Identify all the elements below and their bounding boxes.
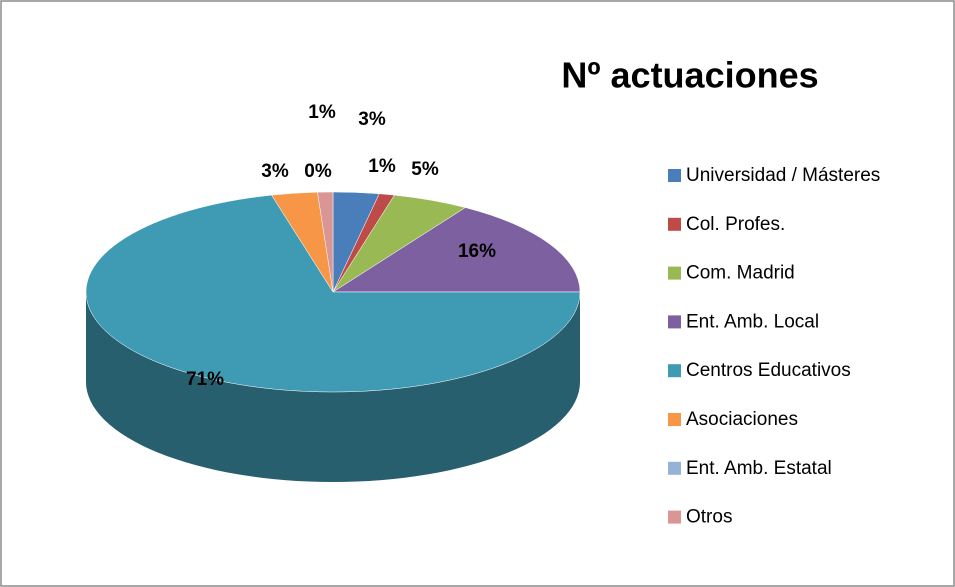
- legend-swatch: [668, 461, 681, 475]
- legend-label: Otros: [686, 507, 732, 528]
- pie-slice: [317, 191, 334, 293]
- data-label: 1%: [308, 102, 336, 123]
- data-label: 1%: [368, 156, 396, 177]
- chart-title: Nº actuaciones: [561, 55, 818, 96]
- legend-label: Ent. Amb. Estatal: [686, 458, 832, 479]
- data-label: 16%: [458, 241, 496, 262]
- data-label: 5%: [411, 159, 439, 180]
- legend-swatch: [668, 266, 681, 280]
- legend-swatch: [668, 315, 681, 329]
- legend-label: Universidad / Másteres: [686, 165, 880, 186]
- data-label: 71%: [186, 369, 224, 390]
- data-label: 3%: [261, 161, 289, 182]
- legend-swatch: [668, 217, 681, 231]
- data-label: 0%: [304, 161, 332, 182]
- legend-label: Col. Profes.: [686, 214, 785, 235]
- pie-side: [86, 292, 580, 482]
- legend-label: Asociaciones: [686, 409, 798, 430]
- legend-label: Centros Educativos: [686, 360, 851, 381]
- legend-swatch: [668, 413, 681, 426]
- legend-label: Com. Madrid: [686, 263, 795, 284]
- pie-slice: [332, 207, 581, 293]
- legend-swatch: [668, 169, 681, 182]
- data-label: 3%: [358, 109, 386, 130]
- legend-swatch: [668, 364, 681, 378]
- pie-slice: [85, 194, 581, 393]
- legend-swatch: [668, 510, 681, 524]
- legend-label: Ent. Amb. Local: [686, 311, 819, 332]
